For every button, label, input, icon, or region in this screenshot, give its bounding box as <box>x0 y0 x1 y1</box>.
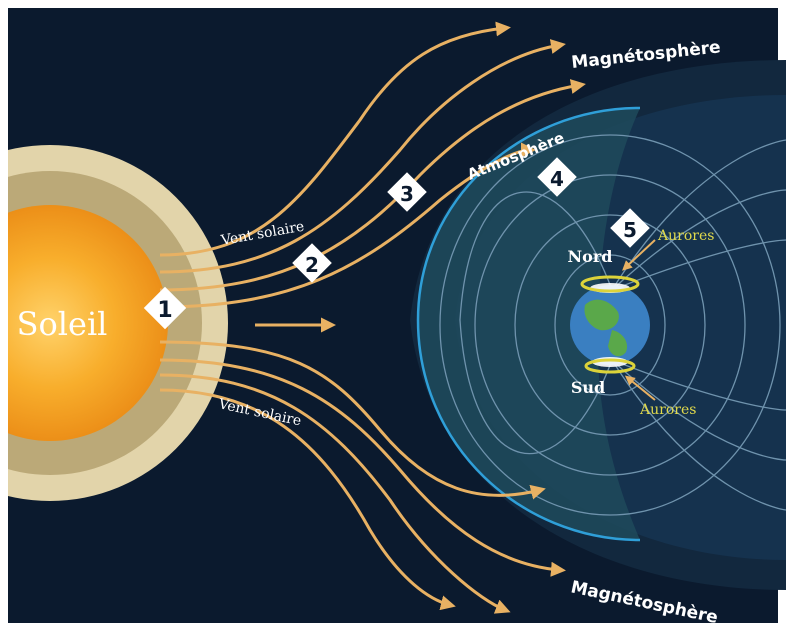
magnetic-field-lines <box>439 134 786 516</box>
south-label: Sud <box>571 378 605 397</box>
marker-3-label: 3 <box>400 182 414 206</box>
solar-wind-arrows <box>159 21 586 614</box>
aurora-south-label: Aurores <box>639 402 696 418</box>
marker-5: 5 <box>610 208 650 248</box>
sun <box>0 145 228 501</box>
marker-2-label: 2 <box>305 253 319 277</box>
aurora-north-label: Aurores <box>657 228 714 244</box>
aurora-ring-north <box>580 275 640 293</box>
marker-4: 4 <box>537 157 577 197</box>
marker-5-label: 5 <box>623 218 637 242</box>
sun-core <box>0 205 168 441</box>
sun-label: Soleil <box>17 305 108 343</box>
marker-4-label: 4 <box>550 167 564 191</box>
marker-1: 1 <box>143 286 187 330</box>
atmosphere-boundary <box>416 106 641 542</box>
marker-2: 2 <box>292 243 332 283</box>
north-label: Nord <box>568 247 613 266</box>
aurora-north-pointer <box>622 239 656 271</box>
atmosphere-region <box>418 108 640 540</box>
marker-3: 3 <box>387 172 427 212</box>
aurora-south-pointer <box>624 375 656 401</box>
left-edge <box>0 0 8 631</box>
marker-1-label: 1 <box>157 298 172 323</box>
aurora-ring-south <box>584 358 636 374</box>
